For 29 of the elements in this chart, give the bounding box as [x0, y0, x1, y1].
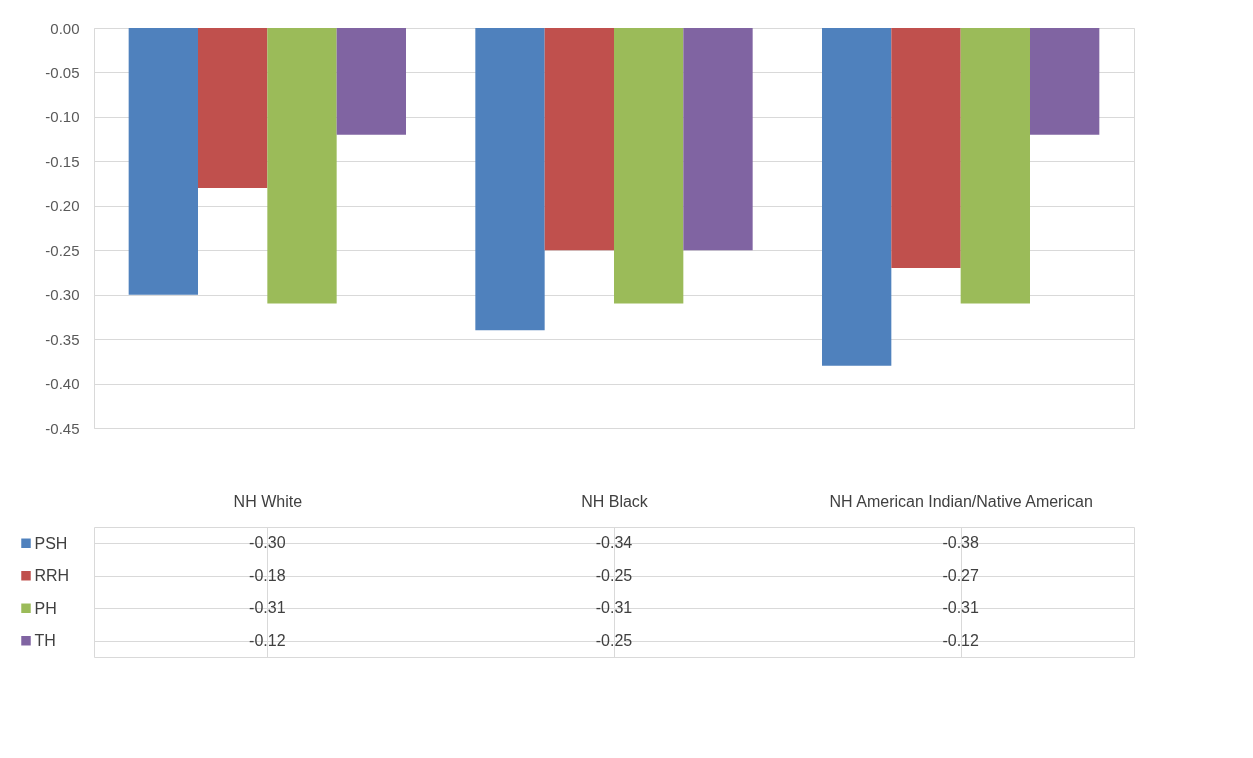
data-label: -0.12: [942, 631, 979, 649]
x-tick-label: NH American Indian/Native American: [829, 492, 1093, 510]
data-label: -0.31: [595, 599, 633, 617]
y-tick-label: -0.25: [45, 241, 80, 259]
y-tick-label: -0.35: [45, 330, 80, 348]
data-label: -0.27: [942, 566, 979, 584]
y-tick-label: -0.40: [45, 375, 80, 393]
x-tick-label: NH Black: [581, 492, 649, 510]
y-tick-label: -0.15: [45, 152, 80, 170]
y-tick-label: -0.05: [45, 63, 80, 81]
data-label: -0.31: [249, 599, 286, 617]
legend-label: PSH: [34, 534, 68, 552]
data-label: -0.31: [942, 599, 979, 617]
legend-label: TH: [34, 632, 56, 650]
y-tick-label: 0.00: [50, 19, 80, 37]
data-label: -0.30: [249, 534, 286, 552]
legend-label: PH: [34, 599, 57, 617]
y-tick-label: -0.20: [45, 197, 80, 215]
data-label: -0.18: [249, 566, 286, 584]
legend-label: RRH: [34, 567, 70, 585]
data-label: -0.25: [595, 566, 633, 584]
y-tick-label: -0.30: [45, 286, 80, 304]
data-label: -0.34: [595, 534, 633, 552]
y-tick-label: -0.10: [45, 108, 80, 126]
data-label: -0.25: [595, 631, 633, 649]
y-tick-label: -0.45: [45, 419, 80, 437]
x-tick-label: NH White: [233, 492, 303, 510]
data-label: -0.12: [249, 631, 286, 649]
data-label: -0.38: [942, 534, 979, 552]
